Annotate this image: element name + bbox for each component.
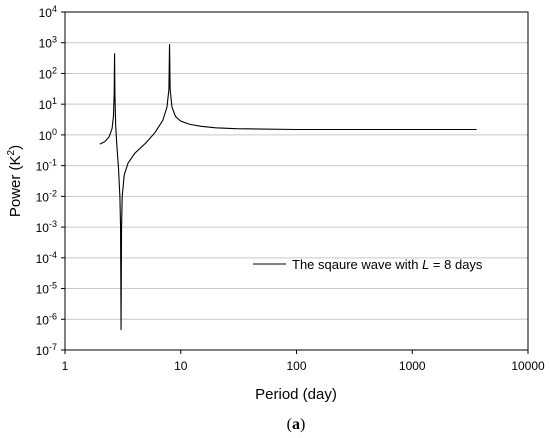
y-tick-label: 10-2 — [36, 188, 57, 204]
y-tick-label: 104 — [39, 4, 57, 20]
legend: The sqaure wave with L = 8 days — [253, 257, 483, 272]
y-tick-label: 10-3 — [36, 219, 57, 235]
y-tick-label: 101 — [39, 96, 57, 112]
x-tick-label: 1 — [62, 359, 69, 373]
x-tick-label: 1000 — [399, 359, 426, 373]
spectrum-line — [99, 44, 477, 330]
x-axis-title: Period (day) — [255, 386, 337, 403]
x-axis-ticks: 1 10 100 1000 10000 — [62, 350, 545, 373]
y-axis-ticks: 10-7 10-6 10-5 10-4 10-3 10-2 10-1 100 101 102 103… — [36, 4, 65, 358]
y-tick-label: 10-5 — [36, 281, 57, 297]
y-tick-label: 10-7 — [36, 342, 57, 358]
legend-label: The sqaure wave with L = 8 days — [292, 257, 483, 272]
x-tick-label: 10000 — [511, 359, 545, 373]
y-tick-label: 100 — [39, 127, 57, 143]
y-tick-label: 102 — [39, 65, 57, 81]
x-tick-label: 100 — [286, 359, 306, 373]
x-tick-label: 10 — [174, 359, 188, 373]
y-tick-label: 10-1 — [36, 158, 57, 174]
y-tick-label: 103 — [39, 35, 57, 51]
plot-frame — [64, 11, 529, 351]
gridlines — [65, 42, 528, 320]
figure-caption: (a) — [287, 416, 306, 433]
y-tick-label: 10-4 — [36, 250, 57, 266]
y-axis-title: Power (K2) — [6, 145, 24, 217]
y-tick-label: 10-6 — [36, 311, 57, 327]
